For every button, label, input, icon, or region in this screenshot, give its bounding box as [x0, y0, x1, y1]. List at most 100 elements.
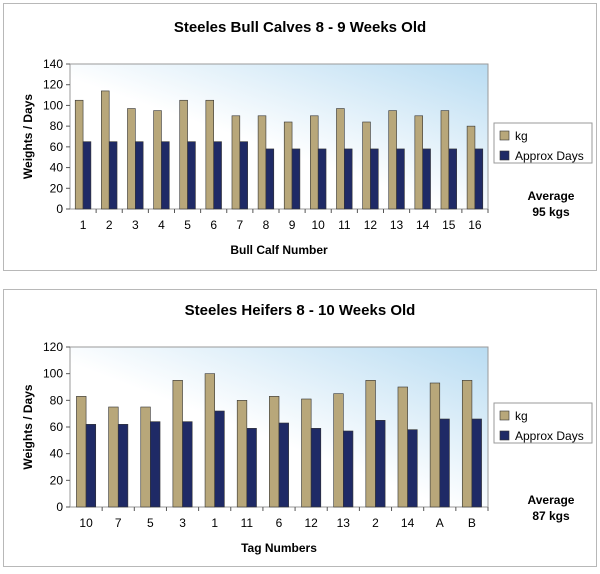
bar-kg — [127, 108, 136, 210]
x-tick-label: 14 — [416, 218, 430, 232]
bar-days — [82, 141, 92, 210]
chart-heifers: Steeles Heifers 8 - 10 Weeks Old 0 20 40 60 8… — [21, 302, 593, 555]
x-tick-label: 12 — [364, 218, 378, 232]
y-tick-label: 40 — [50, 447, 64, 461]
bar-kg — [388, 110, 397, 210]
bar-days — [108, 141, 118, 210]
x-tick-label: 5 — [147, 516, 154, 530]
x-tick-label: B — [468, 516, 476, 530]
bar-days — [310, 428, 322, 508]
bar-kg — [74, 99, 84, 210]
bar-kg — [466, 125, 476, 210]
bar-days — [422, 148, 431, 210]
bar-days — [213, 141, 222, 210]
x-tick-label: 6 — [276, 516, 283, 530]
bar-kg — [204, 373, 215, 508]
y-tick-label: 40 — [50, 161, 64, 175]
legend-label-kg: kg — [515, 409, 528, 423]
y-tick-label: 60 — [50, 140, 64, 154]
bar-days — [85, 424, 97, 508]
x-tick-label: 5 — [184, 218, 191, 232]
y-tick-label: 0 — [56, 500, 63, 514]
bar-days — [448, 148, 457, 210]
chart-title: Steeles Bull Calves 8 - 9 Weeks Old — [174, 19, 426, 36]
legend-box — [493, 402, 593, 444]
bar-days — [291, 148, 301, 210]
x-tick-label: 1 — [211, 516, 218, 530]
x-axis-label: Bull Calf Number — [230, 243, 328, 257]
bar-kg — [333, 393, 344, 508]
bar-kg — [257, 115, 267, 210]
x-tick-label: 10 — [79, 516, 93, 530]
bar-days — [370, 148, 379, 210]
bar-days — [317, 148, 327, 210]
x-axis-label: Tag Numbers — [241, 541, 317, 555]
average-annotation: Average — [528, 493, 575, 507]
legend-swatch-days — [499, 430, 510, 441]
y-tick-label: 140 — [43, 57, 63, 71]
bar-kg — [429, 382, 441, 508]
y-tick-label: 20 — [50, 181, 64, 195]
legend-box — [493, 122, 593, 164]
chart-panel-heifers: Steeles Heifers 8 - 10 Weeks Old 0 20 40 60 8… — [3, 289, 597, 567]
x-tick-label: 9 — [289, 218, 296, 232]
x-tick-label: 2 — [106, 218, 113, 232]
legend-swatch-kg — [499, 130, 510, 141]
x-tick-label: 2 — [372, 516, 379, 530]
bar-days — [246, 428, 257, 508]
x-tick-label: 4 — [158, 218, 165, 232]
x-tick-label: 16 — [468, 218, 482, 232]
bar-kg — [140, 406, 151, 508]
bar-days — [343, 430, 354, 508]
y-tick-label: 0 — [56, 202, 63, 216]
y-axis-label: Weights / Days — [21, 384, 35, 469]
bar-days — [375, 420, 386, 508]
bar-kg — [365, 380, 376, 508]
legend-label-kg: kg — [515, 129, 528, 143]
y-tick-label: 100 — [43, 98, 63, 112]
y-tick-label: 80 — [50, 119, 64, 133]
legend-swatch-days — [499, 150, 510, 161]
average-annotation: 87 kgs — [532, 509, 570, 523]
x-tick-label: 8 — [263, 218, 270, 232]
x-tick-label: 11 — [338, 218, 351, 232]
bar-days — [396, 148, 405, 210]
y-tick-label: 100 — [43, 367, 63, 381]
x-tick-label: 15 — [442, 218, 456, 232]
bar-kg — [336, 108, 345, 210]
bar-days — [471, 418, 482, 508]
bar-days — [117, 424, 129, 508]
bar-days — [150, 421, 161, 508]
x-tick-label: 13 — [390, 218, 404, 232]
bar-kg — [153, 110, 162, 210]
x-tick-label: 11 — [241, 516, 254, 530]
x-tick-label: 13 — [337, 516, 351, 530]
y-tick-label: 60 — [50, 420, 64, 434]
bar-kg — [310, 115, 319, 210]
chart-panel-bull-calves: Steeles Bull Calves 8 - 9 Weeks Old 0 20 40… — [3, 3, 597, 271]
bar-days — [265, 148, 275, 210]
bar-days — [474, 148, 484, 210]
x-tick-label: A — [436, 516, 444, 530]
x-tick-label: 3 — [132, 218, 139, 232]
bar-kg — [172, 380, 183, 508]
bar-kg — [205, 99, 214, 210]
y-tick-label: 80 — [50, 393, 64, 407]
y-axis-label: Weights / Days — [21, 94, 35, 179]
bar-days — [187, 141, 196, 210]
bar-days — [439, 418, 450, 508]
bar-kg — [301, 398, 312, 508]
x-tick-label: 12 — [304, 516, 318, 530]
bar-days — [239, 141, 248, 210]
bar-kg — [362, 121, 371, 210]
bar-kg — [461, 380, 473, 508]
x-tick-label: 7 — [115, 516, 122, 530]
x-tick-label: 1 — [80, 218, 87, 232]
bar-days — [278, 422, 289, 508]
legend-swatch-kg — [499, 410, 510, 421]
bar-days — [135, 141, 144, 210]
legend-label-days: Approx Days — [515, 149, 584, 163]
average-annotation: 95 kgs — [532, 205, 570, 219]
bar-days — [161, 141, 170, 210]
chart-bull-calves: Steeles Bull Calves 8 - 9 Weeks Old 0 20 40… — [21, 19, 593, 257]
